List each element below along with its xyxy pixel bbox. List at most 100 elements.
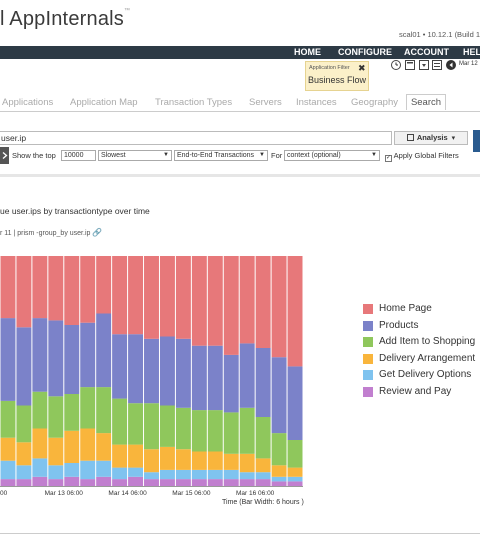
bar-segment[interactable] [0, 460, 16, 480]
bar-segment[interactable] [80, 387, 96, 429]
close-icon[interactable]: ✖ [358, 63, 366, 73]
bar-segment[interactable] [80, 428, 96, 461]
context-select[interactable]: context (optional) ▼ [284, 150, 380, 161]
bar-segment[interactable] [287, 481, 303, 486]
bar-segment[interactable] [64, 476, 80, 486]
tab-applications[interactable]: Applications [2, 97, 54, 108]
bar-segment[interactable] [96, 476, 112, 486]
bar-segment[interactable] [112, 256, 128, 335]
bar-segment[interactable] [239, 479, 255, 486]
bar-segment[interactable] [191, 479, 207, 486]
bar-segment[interactable] [287, 256, 303, 367]
bar-segment[interactable] [239, 256, 255, 344]
bar-segment[interactable] [144, 256, 159, 339]
bar-segment[interactable] [239, 343, 255, 408]
bar-segment[interactable] [175, 256, 191, 339]
bar-segment[interactable] [128, 403, 144, 445]
bar-segment[interactable] [48, 479, 64, 486]
calendar-icon[interactable] [405, 60, 415, 70]
bar-segment[interactable] [48, 256, 64, 321]
bar-segment[interactable] [48, 437, 64, 466]
bar-segment[interactable] [207, 469, 223, 480]
bar-segment[interactable] [255, 256, 271, 348]
sort-select[interactable]: Slowest ▼ [98, 150, 172, 161]
bar-segment[interactable] [48, 320, 64, 397]
bar-segment[interactable] [271, 357, 287, 434]
bar-segment[interactable] [159, 405, 175, 447]
bar-segment[interactable] [112, 334, 128, 399]
bar-segment[interactable] [0, 318, 16, 401]
application-filter-box[interactable]: Application Filter ✖ Business Flow [305, 61, 369, 91]
bar-segment[interactable] [191, 345, 207, 411]
bar-segment[interactable] [96, 387, 112, 434]
bar-segment[interactable] [48, 396, 64, 438]
bar-segment[interactable] [144, 449, 159, 473]
tab-geography[interactable]: Geography [351, 97, 399, 108]
bar-segment[interactable] [207, 256, 223, 346]
bar-segment[interactable] [255, 348, 271, 417]
clock-icon[interactable] [391, 60, 401, 70]
bar-segment[interactable] [32, 256, 48, 319]
bar-segment[interactable] [32, 318, 48, 392]
bar-segment[interactable] [96, 313, 112, 388]
bar-segment[interactable] [112, 444, 128, 468]
scope-select[interactable]: End-to-End Transactions ▼ [174, 150, 268, 161]
bar-segment[interactable] [112, 467, 128, 480]
bar-segment[interactable] [128, 476, 144, 486]
bar-segment[interactable] [287, 467, 303, 477]
bar-segment[interactable] [175, 407, 191, 450]
window-icon[interactable] [432, 60, 442, 70]
bar-segment[interactable] [144, 403, 159, 450]
bar-segment[interactable] [287, 366, 303, 440]
bar-segment[interactable] [175, 338, 191, 408]
bar-segment[interactable] [16, 465, 32, 480]
expand-button[interactable] [0, 147, 9, 164]
bar-segment[interactable] [223, 453, 239, 470]
bar-segment[interactable] [96, 256, 112, 314]
bar-segment[interactable] [223, 412, 239, 454]
bar-segment[interactable] [287, 440, 303, 468]
analysis-button[interactable]: Analysis ▾ [394, 131, 468, 145]
bar-segment[interactable] [255, 458, 271, 473]
bar-segment[interactable] [239, 453, 255, 473]
bar-segment[interactable] [128, 334, 144, 404]
bar-segment[interactable] [96, 460, 112, 477]
bar-segment[interactable] [159, 256, 175, 337]
bar-segment[interactable] [80, 256, 96, 323]
tab-application-map[interactable]: Application Map [70, 97, 138, 108]
bar-segment[interactable] [239, 472, 255, 480]
bar-segment[interactable] [32, 476, 48, 486]
bar-segment[interactable] [32, 428, 48, 459]
bar-segment[interactable] [271, 481, 287, 486]
bar-segment[interactable] [16, 479, 32, 486]
bar-segment[interactable] [80, 479, 96, 486]
bar-segment[interactable] [96, 433, 112, 461]
bar-segment[interactable] [144, 472, 159, 480]
nav-account[interactable]: ACCOUNT [404, 47, 449, 57]
bar-segment[interactable] [223, 469, 239, 480]
bar-segment[interactable] [191, 410, 207, 452]
bar-segment[interactable] [159, 479, 175, 486]
bar-segment[interactable] [175, 449, 191, 470]
bar-segment[interactable] [0, 479, 16, 486]
run-search-button[interactable] [473, 130, 480, 152]
bar-segment[interactable] [64, 463, 80, 477]
bar-segment[interactable] [16, 405, 32, 443]
nav-configure[interactable]: CONFIGURE [338, 47, 392, 57]
bar-segment[interactable] [112, 398, 128, 445]
global-filters-checkbox[interactable]: ✓ Apply Global Filters [385, 151, 459, 162]
bar-segment[interactable] [64, 256, 80, 325]
tab-servers[interactable]: Servers [249, 97, 282, 108]
bar-segment[interactable] [16, 327, 32, 406]
bar-segment[interactable] [191, 451, 207, 470]
link-icon[interactable]: 🔗 [92, 228, 103, 237]
bar-segment[interactable] [16, 256, 32, 328]
tab-transaction-types[interactable]: Transaction Types [155, 97, 233, 108]
bar-segment[interactable] [128, 444, 144, 468]
bar-segment[interactable] [191, 469, 207, 480]
bar-segment[interactable] [159, 446, 175, 470]
bar-segment[interactable] [207, 479, 223, 486]
bar-segment[interactable] [48, 465, 64, 480]
tab-search[interactable]: Search [406, 94, 446, 110]
bar-segment[interactable] [80, 460, 96, 480]
